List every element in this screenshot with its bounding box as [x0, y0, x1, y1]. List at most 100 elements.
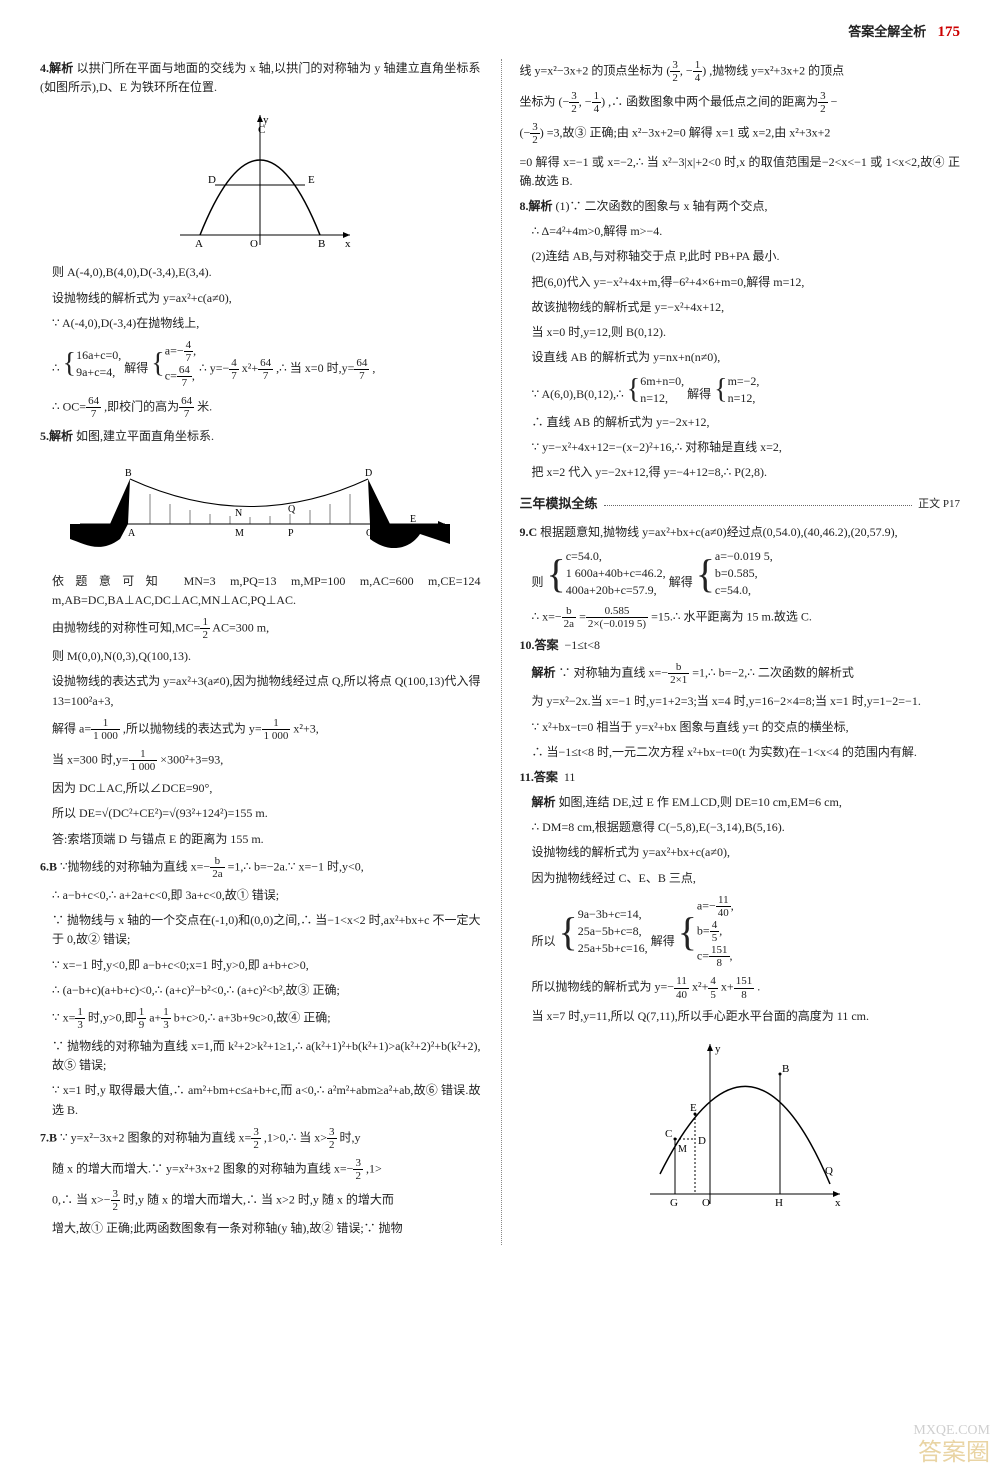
- q11-p7: 当 x=7 时,y=11,所以 Q(7,11),所以手心距水平台面的高度为 11…: [520, 1007, 961, 1026]
- svg-text:B: B: [125, 468, 132, 479]
- q8-num: 8.解析: [520, 199, 553, 213]
- q7-num: 7.B: [40, 1130, 57, 1144]
- q5-p2: 依题意可知 MN=3 m,PQ=13 m,MP=100 m,AC=600 m,C…: [40, 572, 481, 610]
- diagram-bridge: B D A N Q M P C E x: [70, 454, 450, 564]
- q11-p3: 设抛物线的解析式为 y=ax²+bx+c(a≠0),: [520, 843, 961, 862]
- q4-sys: ∴ {16a+c=0,9a+c=4, 解得 { a=−47, c=647, ∴ …: [40, 339, 481, 389]
- q10: 10.答案 −1≤t<8: [520, 636, 961, 655]
- q8-p2: ∴ Δ=4²+4m>0,解得 m>−4.: [520, 222, 961, 241]
- q10-p2: 为 y=x²−2x.当 x=−1 时,y=1+2=3;当 x=4 时,y=16−…: [520, 692, 961, 711]
- q7-p3: 0,∴ 当 x>−32 时,y 随 x 的增大而增大,∴ 当 x>2 时,y 随…: [40, 1188, 481, 1213]
- q5-p9: 所以 DE=√(DC²+CE²)=√(93²+124²)=155 m.: [40, 804, 481, 823]
- q7-p4: 增大,故① 正确;此两函数图象有一条对称轴(y 轴),故② 错误;∵ 抛物: [40, 1219, 481, 1238]
- svg-text:B: B: [318, 238, 325, 250]
- svg-text:E: E: [690, 1102, 697, 1114]
- q10-analysis: 解析 ∵ 对称轴为直线 x=−b2×1 =1,∴ b=−2,∴ 二次函数的解析式: [520, 661, 961, 686]
- diagram-parabola-q11: y B E C D M Q G O H x: [630, 1034, 850, 1214]
- svg-text:x: x: [835, 1197, 841, 1209]
- q10-p4: ∴ 当−1≤t<8 时,一元二次方程 x²+bx−t=0(t 为实数)在−1<x…: [520, 743, 961, 762]
- svg-text:D: D: [208, 174, 216, 186]
- q11-p1: 解析 如图,连结 DE,过 E 作 EM⊥CD,则 DE=10 cm,EM=6 …: [520, 793, 961, 812]
- diagram-arch: y C D E A O B x: [160, 105, 360, 255]
- q8-p8: ∵ A(6,0),B(0,12),∴ {6m+n=0,n=12, 解得 {m=−…: [520, 373, 961, 407]
- q9-num: 9.C: [520, 525, 538, 539]
- svg-text:C: C: [366, 528, 373, 539]
- q8-p5: 故该抛物线的解析式是 y=−x²+4x+12,: [520, 298, 961, 317]
- q5-p8: 因为 DC⊥AC,所以∠DCE=90°,: [40, 779, 481, 798]
- q6-p7: ∵ 抛物线的对称轴为直线 x=1,而 k²+2>k²+1≥1,∴ a(k²+1)…: [40, 1037, 481, 1075]
- svg-text:P: P: [288, 528, 294, 539]
- svg-text:G: G: [670, 1197, 678, 1209]
- svg-text:Q: Q: [288, 504, 296, 515]
- q11-p6: 所以抛物线的解析式为 y=−1140 x²+45 x+1518 .: [520, 975, 961, 1000]
- header-title: 答案全解全析: [848, 24, 926, 39]
- svg-text:M: M: [235, 528, 244, 539]
- q8-p6: 当 x=0 时,y=12,则 B(0,12).: [520, 323, 961, 342]
- svg-text:E: E: [410, 514, 416, 525]
- q11-ans: 11: [564, 770, 576, 784]
- q5-p6: 解得 a=11 000 ,所以抛物线的表达式为 y=11 000 x²+3,: [40, 717, 481, 742]
- q11: 11.答案 11: [520, 768, 961, 787]
- q11-p2: ∴ DM=8 cm,根据题意得 C(−5,8),E(−3,14),B(5,16)…: [520, 818, 961, 837]
- q4-p2: 则 A(-4,0),B(4,0),D(-3,4),E(3,4).: [40, 263, 481, 282]
- svg-text:Q: Q: [825, 1165, 833, 1177]
- q8-p9: ∴ 直线 AB 的解析式为 y=−2x+12,: [520, 413, 961, 432]
- q11-p4: 因为抛物线经过 C、E、B 三点,: [520, 869, 961, 888]
- left-column: 4.解析 以拱门所在平面与地面的交线为 x 轴,以拱门的对称轴为 y 轴建立直角…: [40, 59, 481, 1245]
- q11-num: 11.答案: [520, 770, 558, 784]
- q6-p3: ∵ 抛物线与 x 轴的一个交点在(-1,0)和(0,0)之间,∴ 当−1<x<2…: [40, 911, 481, 949]
- section-ref: 正文 P17: [918, 496, 960, 514]
- watermark-url: MXQE.COM: [913, 1420, 990, 1442]
- q9-p3: ∴ x=−b2a =0.5852×(−0.019 5) =15.∴ 水平距离为 …: [520, 605, 961, 630]
- q4-num: 4.解析: [40, 61, 73, 75]
- svg-text:B: B: [782, 1063, 789, 1075]
- svg-text:D: D: [698, 1135, 706, 1147]
- q8: 8.解析 (1)∵ 二次函数的图象与 x 轴有两个交点,: [520, 197, 961, 216]
- q5: 5.解析 如图,建立平面直角坐标系.: [40, 427, 481, 446]
- q9: 9.C 根据题意知,抛物线 y=ax²+bx+c(a≠0)经过点(0,54.0)…: [520, 523, 961, 542]
- q7c-p2: 坐标为 (−32, −14) ,∴ 函数图象中两个最低点之间的距离为32 −: [520, 90, 961, 115]
- svg-text:M: M: [678, 1144, 687, 1155]
- svg-text:O: O: [702, 1197, 710, 1209]
- q4-p4: ∵ A(-4,0),D(-3,4)在抛物线上,: [40, 314, 481, 333]
- content-columns: 4.解析 以拱门所在平面与地面的交线为 x 轴,以拱门的对称轴为 y 轴建立直角…: [40, 59, 960, 1245]
- q4-p3: 设抛物线的解析式为 y=ax²+c(a≠0),: [40, 289, 481, 308]
- q6-p4: ∵ x=−1 时,y<0,即 a−b+c<0;x=1 时,y>0,即 a+b+c…: [40, 956, 481, 975]
- q7: 7.B ∵ y=x²−3x+2 图象的对称轴为直线 x=32 ,1>0,∴ 当 …: [40, 1126, 481, 1151]
- q4-p6: ∴ OC=647 ,即校门的高为647 米.: [40, 395, 481, 420]
- q8-p7: 设直线 AB 的解析式为 y=nx+n(n≠0),: [520, 348, 961, 367]
- q6: 6.B ∵抛物线的对称轴为直线 x=−b2a =1,∴ b=−2a.∵ x=−1…: [40, 855, 481, 880]
- svg-text:y: y: [715, 1043, 721, 1055]
- q5-num: 5.解析: [40, 429, 73, 443]
- q6-p2: ∴ a−b+c<0,∴ a+2a+c<0,即 3a+c<0,故① 错误;: [40, 886, 481, 905]
- q7c-p1: 线 y=x²−3x+2 的顶点坐标为 (32, −14) ,抛物线 y=x²+3…: [520, 59, 961, 84]
- svg-text:E: E: [308, 174, 315, 186]
- q5-p10: 答:索塔顶端 D 与锚点 E 的距离为 155 m.: [40, 830, 481, 849]
- svg-text:C: C: [258, 124, 265, 136]
- page-number: 175: [938, 24, 961, 40]
- q8-p4: 把(6,0)代入 y=−x²+4x+m,得−6²+4×6+m=0,解得 m=12…: [520, 273, 961, 292]
- q8-p3: (2)连结 AB,与对称轴交于点 P,此时 PB+PA 最小.: [520, 247, 961, 266]
- q11-sys: 所以 {9a−3b+c=14,25a−5b+c=8,25a+5b+c=16, 解…: [520, 894, 961, 970]
- q6-p6: ∵ x=13 时,y>0,即19 a+13 b+c>0,∴ a+3b+9c>0,…: [40, 1006, 481, 1031]
- q5-p1: 如图,建立平面直角坐标系.: [76, 429, 214, 443]
- svg-text:A: A: [195, 238, 203, 250]
- svg-text:x: x: [345, 238, 351, 250]
- q4-p1: 以拱门所在平面与地面的交线为 x 轴,以拱门的对称轴为 y 轴建立直角坐标系(如…: [40, 61, 480, 94]
- svg-text:H: H: [775, 1197, 783, 1209]
- q7c-p3: (−32) =3,故③ 正确;由 x²−3x+2=0 解得 x=1 或 x=2,…: [520, 121, 961, 146]
- section-title: 三年模拟全练: [520, 494, 598, 515]
- svg-text:x: x: [440, 528, 445, 539]
- right-column: 线 y=x²−3x+2 的顶点坐标为 (32, −14) ,抛物线 y=x²+3…: [501, 59, 961, 1245]
- q7-p2: 随 x 的增大而增大.∵ y=x²+3x+2 图象的对称轴为直线 x=−32 ,…: [40, 1157, 481, 1182]
- q5-p3: 由抛物线的对称性可知,MC=12 AC=300 m,: [40, 616, 481, 641]
- svg-text:N: N: [235, 508, 242, 519]
- q8-p10: ∵ y=−x²+4x+12=−(x−2)²+16,∴ 对称轴是直线 x=2,: [520, 438, 961, 457]
- page-header: 答案全解全析 175: [40, 20, 960, 44]
- q9-sys: 则 {c=54.0,1 600a+40b+c=46.2,400a+20b+c=5…: [520, 548, 961, 598]
- q4: 4.解析 以拱门所在平面与地面的交线为 x 轴,以拱门的对称轴为 y 轴建立直角…: [40, 59, 481, 97]
- q6-p8: ∵ x=1 时,y 取得最大值,∴ am²+bm+c≤a+b+c,而 a<0,∴…: [40, 1081, 481, 1119]
- svg-text:C: C: [665, 1128, 672, 1140]
- svg-text:O: O: [250, 238, 258, 250]
- q6-p5: ∴ (a−b+c)(a+b+c)<0,∴ (a+c)²−b²<0,∴ (a+c)…: [40, 981, 481, 1000]
